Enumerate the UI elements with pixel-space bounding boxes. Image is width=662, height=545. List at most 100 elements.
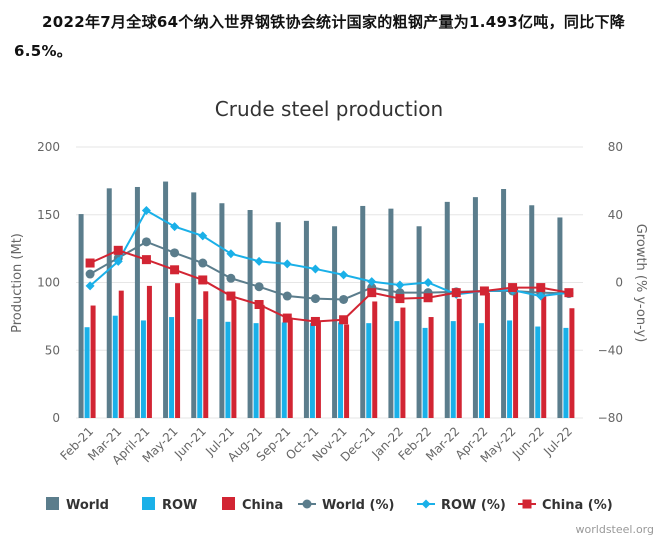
china-bar — [175, 283, 181, 418]
china-bar — [484, 292, 490, 418]
china-point — [310, 316, 320, 326]
world-point — [282, 291, 292, 301]
credit-text: worldsteel.org — [576, 523, 654, 536]
row-point — [85, 281, 95, 291]
row-bar — [478, 323, 484, 418]
row-point — [226, 249, 236, 259]
legend-marker — [302, 499, 312, 509]
row-bar — [281, 322, 287, 418]
world-bar — [529, 205, 535, 418]
china-bar — [231, 300, 237, 418]
row-line — [89, 209, 570, 298]
world-point — [170, 248, 180, 258]
legend-label: ROW — [162, 498, 197, 513]
left-axis-label: Production (Mt) — [10, 233, 25, 333]
legend-label: World — [66, 498, 109, 513]
china-point — [367, 288, 377, 298]
row-point — [339, 270, 349, 280]
row-bar — [366, 323, 372, 418]
legend: World ROW China World (%) ROW (%) China (%) — [46, 497, 613, 513]
china-point — [451, 288, 461, 298]
world-bar — [416, 226, 422, 418]
row-bar — [140, 320, 146, 418]
china-bar — [428, 317, 434, 418]
china-point — [113, 245, 123, 255]
world-bar — [332, 226, 338, 418]
right-tick-label: 40 — [608, 208, 623, 222]
world-bar — [134, 186, 140, 418]
world-point — [339, 294, 349, 304]
legend-swatch — [222, 497, 235, 510]
row-point — [310, 264, 320, 274]
china-point — [564, 288, 574, 298]
china-bar — [400, 307, 406, 418]
x-axis-ticks: Feb-21Mar-21April-21May-21Jun-21Jul-21Au… — [57, 424, 575, 467]
row-point — [536, 291, 546, 301]
right-tick-label: −80 — [598, 411, 623, 425]
china-bar — [372, 301, 378, 418]
china-point — [85, 258, 95, 268]
china-bar — [541, 295, 547, 418]
china-point — [536, 283, 546, 293]
row-point — [170, 222, 180, 232]
right-tick-label: −40 — [598, 343, 623, 357]
left-tick-label: 0 — [52, 411, 60, 425]
china-bar — [146, 285, 152, 418]
left-axis-ticks: 0 50 100 150 200 — [37, 140, 60, 425]
right-axis-ticks: −80 −40 0 40 80 — [598, 140, 623, 425]
world-bar — [247, 210, 253, 418]
row-bar — [394, 321, 400, 418]
row-bar — [507, 320, 513, 418]
world-bar — [275, 222, 281, 418]
world-bar — [163, 181, 169, 418]
world-bar — [360, 205, 366, 418]
left-tick-label: 150 — [37, 208, 60, 222]
legend-swatch — [142, 497, 155, 510]
row-bar — [422, 327, 428, 418]
china-point — [508, 283, 518, 293]
row-point — [141, 206, 151, 216]
row-bar — [535, 326, 541, 418]
chart-title: Crude steel production — [215, 97, 443, 121]
china-bar — [569, 308, 575, 418]
world-bar — [388, 208, 394, 418]
world-bar — [106, 188, 112, 418]
row-bar — [169, 317, 175, 418]
world-point — [254, 282, 264, 292]
row-bar — [253, 323, 259, 418]
row-point — [395, 280, 405, 290]
china-point — [479, 286, 489, 296]
world-bar — [191, 192, 197, 418]
row-point — [423, 278, 433, 287]
x-tick-label: Jul-22 — [540, 424, 575, 459]
left-tick-label: 100 — [37, 276, 60, 290]
legend-label: China — [242, 498, 283, 513]
china-point — [226, 291, 236, 301]
china-line — [89, 249, 570, 323]
grid-lines — [76, 146, 583, 419]
row-bar — [197, 319, 203, 418]
row-bar — [225, 321, 231, 418]
x-tick-label: Jun-21 — [171, 424, 209, 462]
headline-text: 2022年7月全球64个纳入世界钢铁协会统计国家的粗钢产量为1.493亿吨，同比… — [14, 13, 626, 60]
row-bar — [338, 322, 344, 418]
world-point — [141, 237, 151, 247]
legend-marker — [421, 499, 431, 509]
left-tick-label: 50 — [45, 343, 60, 357]
china-point — [423, 293, 433, 303]
legend-label: China (%) — [542, 498, 613, 513]
china-bar — [315, 321, 321, 418]
legend-swatch — [46, 497, 59, 510]
china-point — [141, 255, 151, 265]
row-bar — [563, 327, 569, 418]
world-point — [310, 294, 320, 304]
china-bar — [513, 287, 519, 418]
row-bar — [112, 315, 118, 418]
legend-marker — [522, 499, 532, 509]
left-tick-label: 200 — [37, 140, 60, 154]
china-bar — [259, 304, 265, 418]
china-bar — [90, 305, 96, 418]
x-tick-label: Jun-22 — [509, 424, 547, 462]
right-tick-label: 0 — [615, 276, 623, 290]
china-bar — [287, 317, 293, 418]
